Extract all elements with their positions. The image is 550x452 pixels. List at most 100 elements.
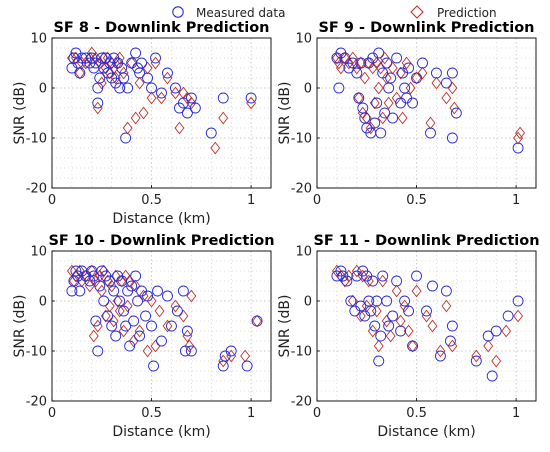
measured-point [446,320,458,332]
y-tick-label: -20 [291,395,312,410]
axes-frame [316,250,537,402]
prediction-point [122,299,133,313]
prediction-point [150,56,161,70]
prediction-point [395,314,406,328]
prediction-point [138,106,149,120]
measured-point [146,82,157,94]
measured-point [444,335,456,347]
prediction-point [134,76,145,90]
measured-point [166,320,177,332]
prediction-point [357,269,368,283]
x-tick-label: 1 [247,193,255,208]
x-tick-label: 0.5 [141,406,162,421]
measured-point [440,77,452,89]
prediction-point [431,76,442,90]
measured-point [417,57,428,69]
prediction-point [170,299,181,313]
prediction-point [162,71,173,85]
measured-point [345,295,357,307]
prediction-point [210,141,221,155]
measured-point [88,270,100,282]
prediction-point [417,66,428,80]
measured-point [162,67,173,79]
axes-frame [316,37,537,189]
measured-point [102,310,114,322]
prediction-point [381,314,392,328]
measured-point [94,72,106,84]
x-tick-label: 1 [512,406,520,421]
prediction-point [411,284,422,298]
prediction-point [373,81,384,95]
measured-point [142,72,154,84]
prediction-point [377,111,388,125]
measured-point [421,305,432,317]
measured-point [245,92,257,104]
prediction-point [178,309,189,323]
measured-point [114,295,126,307]
prediction-point [383,96,394,110]
prediction-point [96,76,107,90]
subplots: 0 0.5 1 -20 -10 0 10 SF 8 - Downlink Prediction… [12,20,540,440]
prediction-point [154,304,165,318]
prediction-point [371,304,382,318]
measured-point [369,117,381,129]
prediction-point [218,354,229,368]
prediction-point [367,324,378,338]
measured-point [395,325,407,337]
y-axis-label: SNR (dB) [277,82,293,145]
measured-point [185,92,197,104]
measured-point [377,67,389,79]
prediction-point [226,349,237,363]
prediction-point [114,304,125,318]
x-tick-label: 0.5 [406,406,427,421]
y-tick-label: 0 [304,295,312,310]
prediction-point [483,339,494,353]
prediction-point [138,289,149,303]
measured-point [74,285,86,297]
prediction-point [435,344,446,358]
x-tick-label: 0.5 [141,193,162,208]
measured-point [106,320,118,332]
x-tick-label: 0 [313,406,321,421]
measured-point [387,310,399,322]
prediction-point [90,274,101,288]
prediction-point [134,324,145,338]
y-tick-label: 10 [295,245,312,260]
measured-point [333,82,345,94]
measured-point [391,52,403,64]
measured-point [373,47,385,59]
prediction-point [146,294,157,308]
measured-point [490,325,502,337]
measured-point [146,320,157,332]
prediction-point [106,279,117,293]
prediction-point [84,279,95,293]
prediction-point [333,56,344,70]
measured-point [403,62,415,74]
prediction-point [379,51,390,65]
prediction-point [365,121,376,135]
axes-frame [51,37,272,189]
measured-point [189,102,201,114]
measured-point [177,97,189,109]
y-tick-label: -20 [26,395,47,410]
measured-point [181,325,193,337]
prediction-point [118,66,129,80]
measured-point [185,345,197,357]
prediction-point [128,334,139,348]
measured-point [369,320,381,332]
subplot-title: SF 8 - Downlink Prediction [53,20,269,36]
plot-area [317,251,536,401]
subplot-1: 0 0.5 1 -20 -10 0 10 SF 8 - Downlink Prediction… [12,20,272,227]
prediction-point [150,339,161,353]
measured-point [407,97,419,109]
prediction-point [405,81,416,95]
subplot-title: SF 9 - Downlink Prediction [318,20,534,36]
measured-point [152,285,163,297]
plot-area [52,251,271,401]
y-tick-label: -10 [26,132,47,147]
measured-point [446,67,458,79]
y-axis-label: SNR (dB) [12,295,28,358]
measured-point [341,275,353,287]
prediction-point [186,289,197,303]
prediction-point [471,349,482,363]
